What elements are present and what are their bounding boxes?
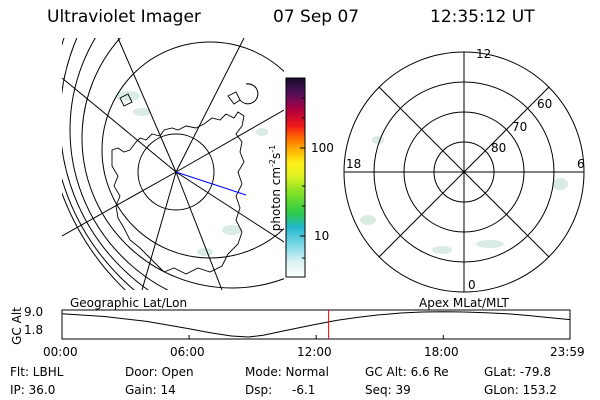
x-tick-0600: 06:00	[170, 345, 205, 359]
x-tick-2359: 23:59	[550, 345, 585, 359]
colorbar-tick-10: 10	[314, 229, 330, 243]
ip-status: IP: 36.0	[10, 383, 56, 397]
sun-direction-line	[175, 171, 247, 196]
altitude-axis-label: GC Alt	[10, 307, 24, 345]
mlt-label-12: 12	[476, 47, 492, 61]
magnetic-polar-plot	[343, 51, 585, 293]
mlat-label-60: 60	[537, 97, 553, 111]
gc-alt-status: GC Alt: 6.6 Re	[365, 365, 449, 379]
aurora-emission	[116, 91, 268, 256]
island-outline	[227, 91, 241, 105]
date-label: 07 Sep 07	[273, 7, 360, 27]
limb-marker	[239, 83, 259, 105]
altitude-plot	[61, 309, 571, 340]
mlat-label-70: 70	[512, 120, 528, 134]
colorbar-label: photon cm-2s-1	[268, 144, 283, 232]
x-tick-1200: 12:00	[297, 345, 332, 359]
x-tick-1800: 18:00	[424, 345, 459, 359]
instrument-title: Ultraviolet Imager	[47, 7, 201, 27]
glat-status: GLat: -79.8	[484, 365, 551, 379]
dsp-label: Dsp:	[245, 383, 273, 397]
seq-status: Seq: 39	[365, 383, 411, 397]
mode-status: Mode: Normal	[245, 365, 329, 379]
y-tick-1-8: 1.8	[24, 323, 44, 337]
mlt-label-18: 18	[346, 157, 362, 171]
x-tick-0000: 00:00	[43, 345, 78, 359]
filter-status: Flt: LBHL	[10, 365, 64, 379]
colorbar-ticks	[300, 97, 305, 259]
dsp-value: -6.1	[292, 383, 316, 397]
time-axis-ticks	[61, 335, 444, 339]
gain-status: Gain: 14	[125, 383, 176, 397]
meridians	[62, 38, 284, 290]
coastline	[111, 111, 245, 275]
mlt-label-0: 0	[468, 278, 476, 292]
colorbar	[285, 77, 306, 278]
right-map-label: Apex MLat/MLT	[419, 296, 509, 310]
colorbar-tick-100: 100	[311, 141, 334, 155]
y-tick-9: 9.0	[24, 305, 44, 319]
altitude-curve	[61, 311, 570, 338]
aurora-emission	[360, 136, 568, 254]
geographic-map	[62, 38, 284, 290]
island-outline	[119, 93, 133, 107]
mlt-spokes	[344, 52, 584, 292]
left-map-label: Geographic Lat/Lon	[70, 296, 188, 310]
glon-status: GLon: 153.2	[484, 383, 557, 397]
mlt-label-6: 6	[577, 157, 585, 171]
time-label: 12:35:12 UT	[430, 7, 535, 27]
mlat-label-80: 80	[491, 141, 507, 155]
door-status: Door: Open	[125, 365, 194, 379]
